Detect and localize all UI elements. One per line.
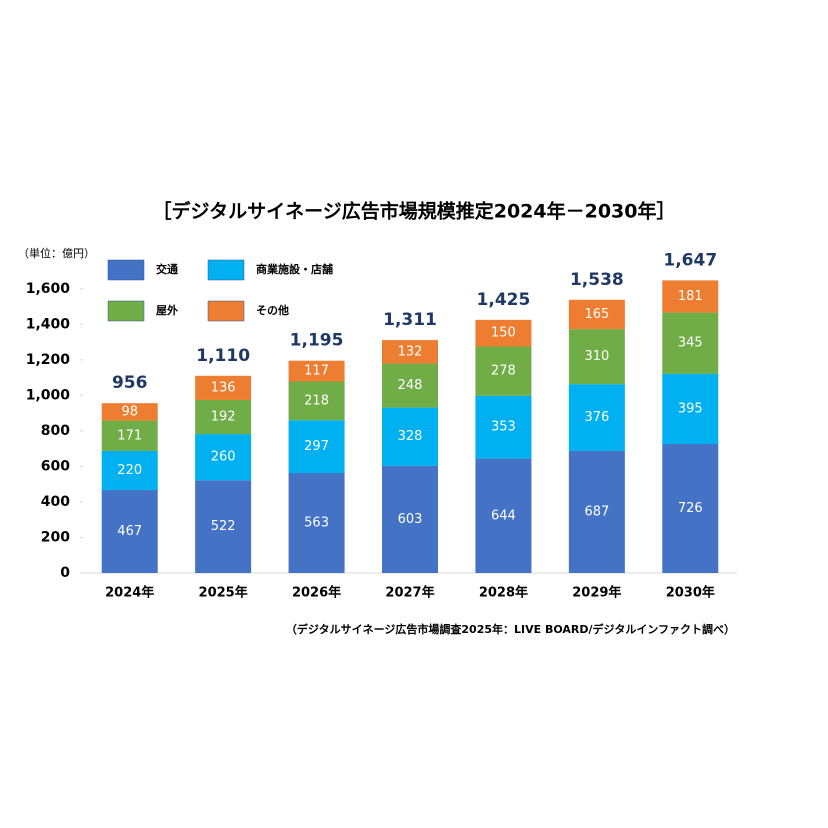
y-tick-label: 400 [41, 494, 70, 510]
bar-segment [101, 403, 158, 421]
x-tick-label: 2024年 [105, 585, 154, 601]
x-tick-label: 2028年 [479, 585, 528, 601]
bar-segment [475, 346, 532, 396]
data-label: 297 [304, 439, 329, 454]
bar-segment [288, 381, 345, 421]
data-label: 395 [678, 401, 703, 416]
data-label: 248 [398, 378, 423, 393]
bar-segment [662, 444, 719, 573]
chart-title: ［デジタルサイネージ広告市場規模推定2024年－2030年］ [152, 200, 675, 223]
data-label: 192 [211, 410, 236, 425]
data-label: 132 [398, 344, 423, 359]
data-label: 603 [398, 512, 423, 527]
legend-label: 交通 [156, 262, 178, 276]
bar-segment [475, 319, 532, 347]
total-label: 1,311 [383, 310, 437, 330]
total-label: 1,425 [477, 290, 531, 310]
bar-segment [662, 280, 719, 313]
data-label: 563 [304, 515, 329, 530]
bar-segment [288, 360, 345, 382]
data-label: 345 [678, 336, 703, 351]
legend-label: 屋外 [156, 303, 178, 317]
data-label: 467 [117, 524, 142, 539]
data-label: 726 [678, 501, 703, 516]
bar-segment [195, 480, 252, 573]
bar-segment [101, 420, 158, 451]
x-tick-label: 2029年 [572, 585, 621, 601]
legend-swatch [107, 259, 145, 281]
data-label: 376 [584, 410, 609, 425]
legend-swatch [207, 259, 245, 281]
y-tick-label: 1,200 [26, 352, 71, 368]
y-tick-label: 200 [41, 529, 70, 545]
x-tick-label: 2027年 [385, 585, 434, 601]
bar-segment [382, 363, 438, 408]
source-note: （デジタルサイネージ広告市場調査2025年：LIVE BOARD/デジタルインフ… [286, 622, 735, 636]
bar-segment [101, 450, 158, 491]
data-label: 644 [491, 508, 516, 523]
bar-segment [195, 434, 252, 481]
bar-segment [288, 420, 345, 473]
bar-segment [195, 375, 252, 400]
bar-segment [568, 299, 625, 330]
data-label: 117 [304, 364, 329, 379]
total-label: 1,195 [290, 331, 344, 351]
data-label: 260 [211, 450, 236, 465]
data-label: 687 [584, 504, 609, 519]
legend-swatch [107, 300, 145, 322]
bar-segment [662, 312, 719, 374]
data-label: 310 [584, 349, 609, 364]
x-tick-label: 2025年 [199, 585, 248, 601]
data-label: 136 [211, 380, 236, 395]
y-tick-label: 800 [41, 423, 70, 439]
total-label: 1,110 [196, 346, 250, 366]
bar-segment [288, 472, 345, 573]
data-label: 522 [211, 519, 236, 534]
bar-segment [568, 384, 625, 451]
y-tick-label: 1,600 [26, 281, 71, 297]
total-label: 1,538 [570, 270, 624, 290]
x-tick-label: 2026年 [292, 585, 341, 601]
bar-segment [475, 395, 532, 459]
y-tick-label: 1,000 [26, 387, 71, 403]
unit-label: （単位：億円） [18, 246, 95, 260]
bar-segment [568, 450, 625, 573]
data-label: 220 [117, 463, 142, 478]
legend-label: 商業施設・店舗 [256, 262, 333, 276]
data-label: 98 [121, 404, 138, 419]
total-label: 1,647 [663, 250, 717, 270]
data-label: 150 [491, 326, 516, 341]
data-label: 181 [678, 289, 703, 304]
bar-segment [662, 373, 719, 445]
bar-segment [382, 465, 438, 573]
y-tick-label: 1,400 [26, 316, 71, 332]
total-label: 956 [112, 373, 148, 393]
data-label: 278 [491, 364, 516, 379]
bar-segment [568, 329, 625, 385]
x-tick-label: 2030年 [666, 585, 715, 601]
y-tick-label: 600 [41, 458, 70, 474]
data-label: 171 [117, 428, 142, 443]
bar-segment [382, 340, 438, 364]
data-label: 328 [398, 429, 423, 444]
bar-segment [382, 407, 438, 466]
legend-label: その他 [256, 303, 289, 317]
bar-segment [475, 458, 532, 573]
data-label: 353 [491, 420, 516, 435]
legend-swatch [207, 300, 245, 322]
bar-segment [101, 490, 158, 573]
y-tick-label: 0 [60, 565, 70, 581]
data-label: 165 [584, 307, 609, 322]
bar-segment [195, 399, 252, 435]
data-label: 218 [304, 393, 329, 408]
